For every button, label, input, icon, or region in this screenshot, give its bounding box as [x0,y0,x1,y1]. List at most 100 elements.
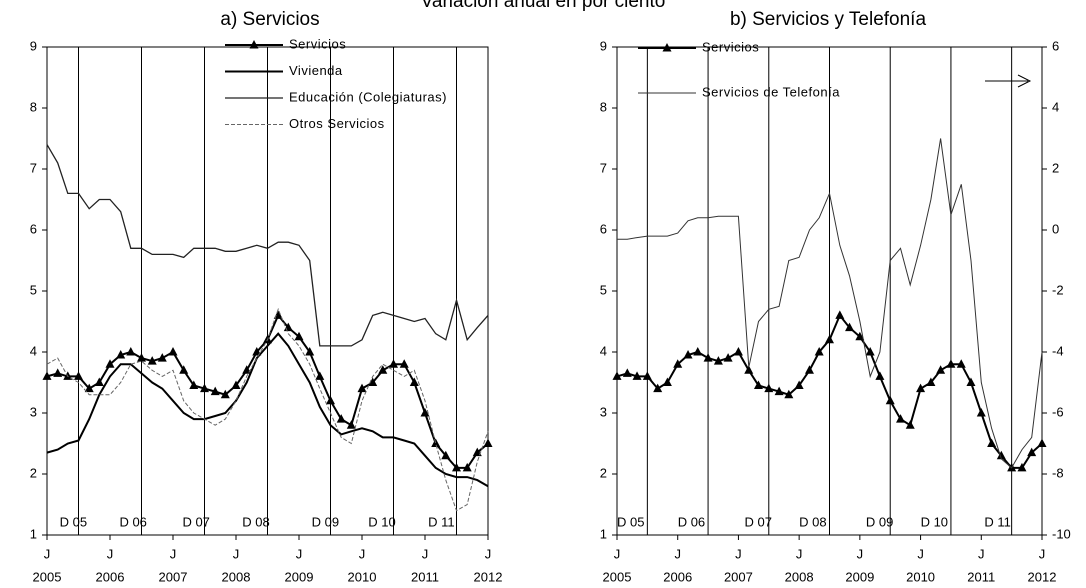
point-marker [825,334,834,344]
point-marker [220,389,230,399]
point-marker [105,359,115,368]
x-tick-month: J [359,546,366,561]
point-marker [1037,438,1047,447]
y-tick-label: 5 [600,282,607,297]
x-tick-month: J [422,546,429,561]
point-marker [996,450,1006,460]
period-label: D 07 [182,514,209,529]
point-marker [723,353,733,362]
y-tick-label: 1 [600,526,607,541]
x-tick-month: J [857,546,864,561]
y-tick-label: 4 [600,343,607,358]
y-tick-label: 6 [30,221,37,236]
point-marker [612,371,622,380]
period-label: D 09 [312,514,339,529]
point-marker [168,347,178,356]
point-marker [916,383,926,393]
point-marker [804,365,814,374]
point-marker [315,371,325,380]
period-label: D 10 [368,514,395,529]
series-line [46,332,489,488]
x-tick-month: J [614,546,621,561]
point-marker [462,462,472,472]
figure-title: Variación anual en por ciento [421,0,666,12]
y-tick-label: 9 [30,38,37,53]
x-tick-label: 2006 [96,569,125,584]
point-marker [231,380,241,390]
x-tick-month: J [107,546,114,561]
point-marker [926,377,936,386]
y-tick-label: 7 [30,160,37,175]
period-label: D 11 [984,514,1011,529]
y-tick-label: 2 [600,465,607,480]
y-tick-label: 6 [600,221,607,236]
point-marker [42,371,52,380]
point-marker [845,322,855,332]
point-marker [966,377,976,386]
x-tick-month: J [735,546,742,561]
y2-tick-label: -2 [1052,282,1064,297]
period-label: D 05 [617,514,644,529]
y-tick-label: 3 [30,404,37,419]
x-tick-month: J [233,546,240,561]
point-marker [814,347,824,356]
legend-label: Servicios [289,36,346,51]
x-tick-label: 2010 [348,569,377,584]
y2-tick-label: -8 [1052,465,1064,480]
point-marker [683,350,693,359]
point-marker [764,383,774,393]
legend-label: Servicios [702,39,759,54]
point-marker [905,420,915,429]
y-tick-label: 5 [30,282,37,297]
period-label: D 06 [678,514,705,529]
period-label: D 09 [866,514,893,529]
x-tick-label: 2009 [285,569,314,584]
series-line [46,144,489,347]
point-marker [200,383,209,393]
period-label: D 08 [242,514,269,529]
x-tick-month: J [485,546,492,561]
x-tick-label: 2011 [411,569,439,584]
point-marker [409,377,419,386]
point-marker [84,383,94,393]
point-marker [399,359,409,368]
point-marker [987,438,997,447]
point-marker [835,310,845,319]
x-tick-month: J [1039,546,1046,561]
point-marker [94,377,104,386]
legend-label: Servicios de Telefonía [702,84,840,99]
point-marker [693,347,703,356]
y-tick-label: 7 [600,160,607,175]
x-tick-label: 2006 [663,569,692,584]
chart-title: a) Servicios [220,9,319,30]
x-tick-month: J [917,546,924,561]
point-marker [147,356,157,365]
point-marker [116,350,126,359]
point-marker [53,368,63,377]
y2-tick-label: -10 [1052,526,1071,541]
point-marker [673,359,683,368]
point-marker [976,408,986,417]
point-marker [662,377,672,386]
point-marker [794,380,804,390]
point-marker [855,331,865,341]
point-marker [346,420,356,429]
y-tick-label: 8 [30,99,37,114]
x-tick-month: J [44,546,51,561]
point-marker [733,347,743,356]
point-marker [157,353,167,362]
point-marker [389,359,398,368]
point-marker [622,368,632,377]
y-tick-label: 8 [600,99,607,114]
y-tick-label: 9 [600,38,607,53]
point-marker [774,386,784,396]
point-marker [713,356,723,365]
series-line [46,307,489,512]
period-label: D 06 [119,514,146,529]
y2-tick-label: 6 [1052,38,1059,53]
y2-tick-label: -6 [1052,404,1064,419]
y2-tick-label: -4 [1052,343,1064,358]
legend-label: Educación (Colegiaturas) [289,89,447,104]
x-tick-month: J [978,546,985,561]
point-marker [368,377,378,386]
